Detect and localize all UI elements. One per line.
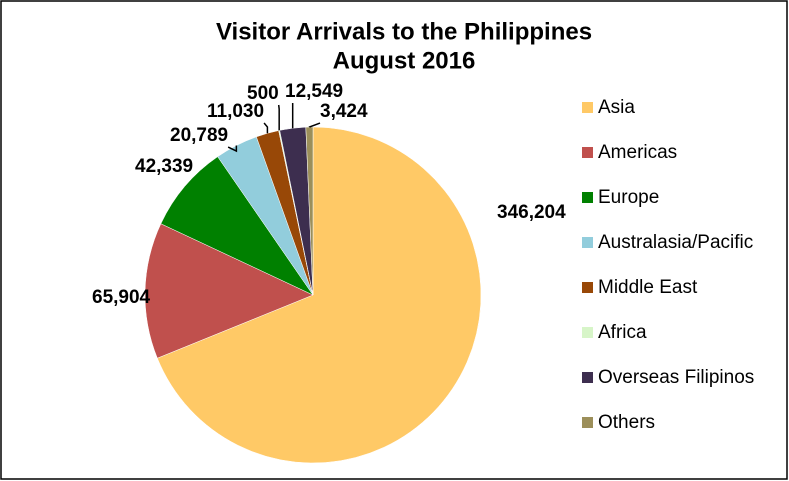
chart-title: Visitor Arrivals to the Philippines — [216, 18, 592, 45]
legend-label: Others — [598, 412, 655, 433]
legend-swatch — [582, 192, 593, 203]
data-label: 11,030 — [207, 101, 264, 122]
pie-slice — [305, 126, 314, 296]
legend-swatch — [582, 237, 593, 248]
data-label: 12,549 — [285, 81, 343, 102]
data-label: 346,204 — [497, 202, 566, 223]
legend-label: Africa — [598, 322, 647, 343]
leader-line — [263, 122, 269, 134]
data-label: 500 — [247, 83, 279, 104]
data-label: 65,904 — [92, 287, 151, 308]
legend-swatch — [582, 282, 593, 293]
legend-swatch — [582, 372, 593, 383]
data-label: 20,789 — [170, 125, 228, 146]
pie-slice — [157, 126, 482, 464]
legend-label: Middle East — [598, 277, 698, 298]
legend-label: Australasia/Pacific — [598, 232, 753, 253]
legend-label: Overseas Filipinos — [598, 367, 754, 388]
pie-slice — [160, 156, 314, 296]
pie-slice — [144, 223, 314, 359]
leader-line — [227, 145, 238, 153]
legend-swatch — [582, 147, 593, 158]
legend-label: Americas — [598, 142, 677, 163]
legend-swatch — [582, 417, 593, 428]
legend-label: Asia — [598, 97, 635, 118]
legend-label: Europe — [598, 187, 659, 208]
data-label: 42,339 — [135, 156, 193, 177]
data-label: 3,424 — [320, 101, 368, 122]
leader-line — [308, 122, 321, 128]
legend-swatch — [582, 327, 593, 338]
chart-subtitle: August 2016 — [333, 47, 476, 74]
legend-swatch — [582, 102, 593, 113]
